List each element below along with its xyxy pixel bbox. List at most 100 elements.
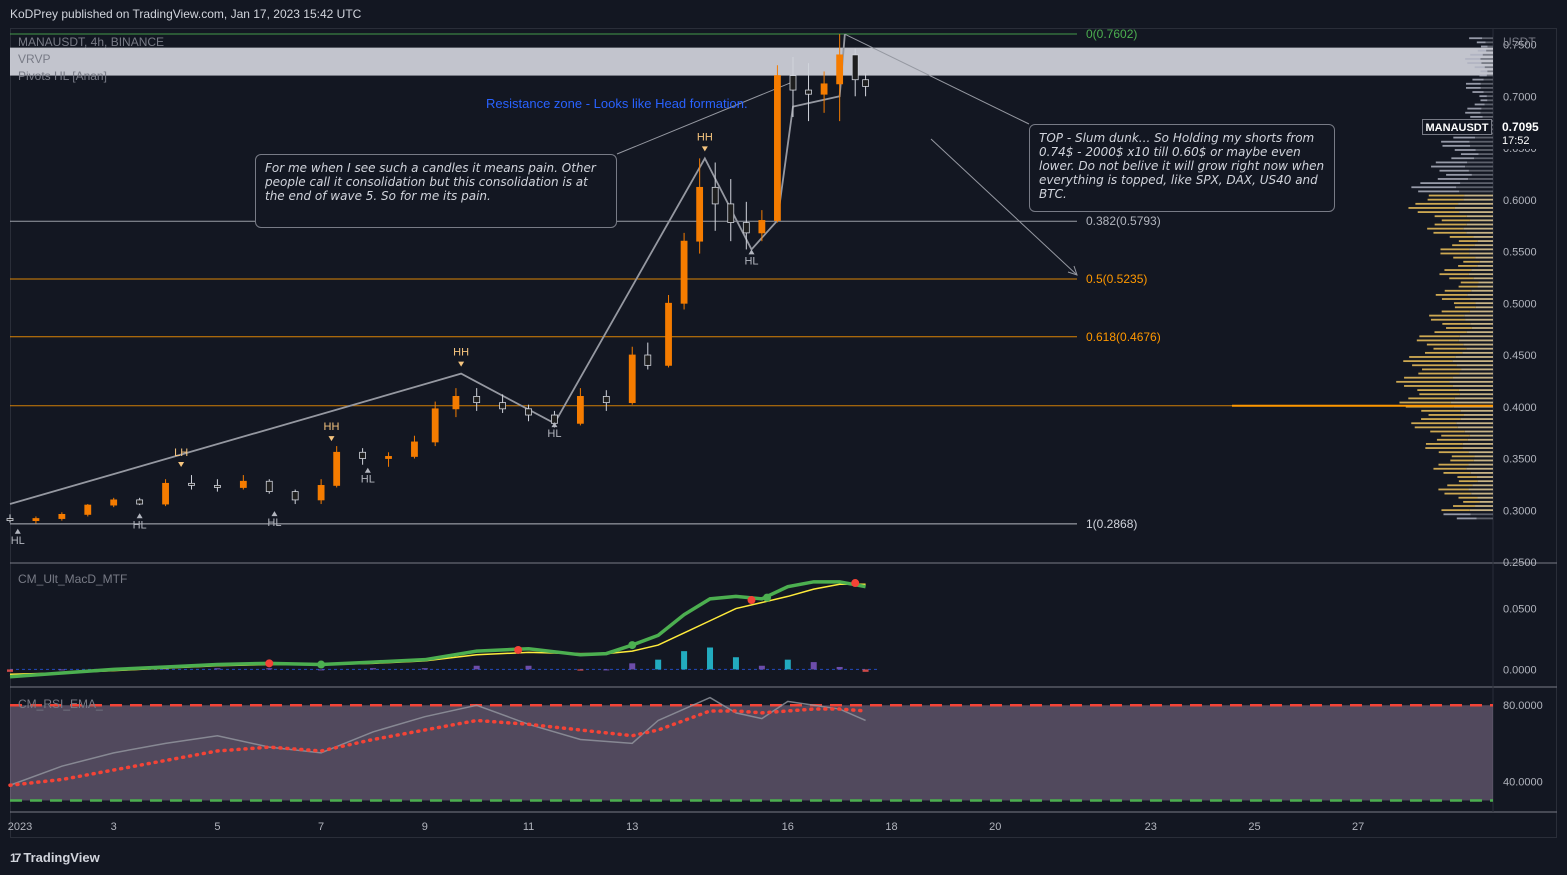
volume-profile-bar-up: [1458, 265, 1478, 267]
volume-profile-bar-down: [1480, 86, 1493, 89]
rsi-axis-tick: 40.0000: [1503, 776, 1543, 788]
candle[interactable]: [58, 512, 66, 521]
candle[interactable]: [789, 56, 797, 117]
candle[interactable]: [711, 162, 719, 231]
note-left[interactable]: For me when I see such a candles it mean…: [255, 154, 617, 228]
volume-profile-bar-up: [1449, 277, 1474, 280]
rsi-ema-line[interactable]: [8, 707, 868, 787]
candle[interactable]: [385, 452, 392, 467]
macd-hist-bar: [58, 669, 65, 671]
macd-hist-bar: [836, 666, 843, 670]
candle[interactable]: [644, 342, 652, 370]
volume-profile-bar-up: [1403, 360, 1453, 363]
price-axis-tick: 0.3000: [1503, 505, 1537, 517]
candle-body: [359, 451, 367, 459]
volume-profile-bar-up: [1430, 318, 1466, 321]
volume-profile-bar-down: [1449, 380, 1493, 383]
candle[interactable]: [333, 446, 341, 488]
volume-profile-bar-down: [1464, 314, 1493, 317]
candle-body: [628, 354, 636, 404]
projection-arrow[interactable]: [930, 138, 1078, 276]
candle[interactable]: [473, 388, 481, 411]
candle[interactable]: [239, 475, 247, 490]
rsi-title[interactable]: CM_RSI_EMA_: [18, 697, 103, 711]
candle-body: [162, 482, 169, 505]
macd-axis-tick: 0.0000: [1503, 664, 1537, 676]
footer: [0, 838, 1567, 875]
volume-profile-bar-up: [1458, 480, 1478, 483]
candle[interactable]: [162, 479, 169, 507]
resistance-zone[interactable]: [10, 47, 1493, 76]
volume-profile-bar-down: [1471, 269, 1493, 271]
tradingview-logo[interactable]: 17 TradingView: [10, 850, 100, 865]
candle[interactable]: [851, 48, 859, 97]
rsi-axis-tick: 80.0000: [1503, 700, 1543, 712]
candles[interactable]: [6, 34, 869, 524]
resistance-zone-label[interactable]: Resistance zone - Looks like Head format…: [486, 96, 748, 111]
candle[interactable]: [359, 448, 367, 465]
volume-profile-bar-down: [1452, 376, 1493, 379]
macd-title[interactable]: CM_Ult_MacD_MTF: [18, 572, 128, 586]
volume-profile-bar-down: [1468, 463, 1493, 466]
legend-pivots[interactable]: Pivots HL [Anan]: [18, 69, 107, 83]
candle[interactable]: [32, 516, 40, 524]
macd-hist-bar: [681, 651, 688, 670]
volume-profile-bar-up: [1467, 62, 1482, 64]
candle[interactable]: [774, 65, 781, 223]
candle[interactable]: [317, 479, 325, 505]
rsi-line[interactable]: [9, 696, 866, 786]
candle[interactable]: [214, 479, 221, 492]
candle-body: [214, 485, 221, 488]
candle-body: [333, 451, 341, 486]
candle[interactable]: [628, 346, 636, 405]
candle[interactable]: [411, 435, 418, 459]
volume-profile-bar-up: [1419, 335, 1460, 338]
candle[interactable]: [820, 71, 828, 113]
volume-profile-bar-down: [1466, 331, 1493, 334]
candle[interactable]: [188, 475, 195, 490]
candle[interactable]: [862, 73, 869, 97]
legend-vrvp[interactable]: VRVP: [18, 52, 51, 66]
volume-profile-bar-up: [1439, 169, 1469, 172]
candle[interactable]: [727, 179, 735, 242]
candle[interactable]: [136, 497, 144, 506]
candle[interactable]: [84, 504, 92, 517]
candle[interactable]: [291, 489, 299, 505]
candle[interactable]: [576, 388, 584, 426]
pivot-marker: [14, 528, 21, 534]
note-right[interactable]: TOP - Slum dunk... So Holding my shorts …: [1029, 124, 1335, 212]
pivot-tag: HH: [697, 131, 713, 143]
fib-label: 0(0.7602): [1086, 27, 1137, 41]
candle[interactable]: [805, 63, 812, 122]
candle[interactable]: [265, 479, 273, 494]
macd-line[interactable]: [9, 580, 866, 679]
candle[interactable]: [758, 210, 766, 242]
volume-profile-bar-down: [1457, 426, 1493, 429]
volume-profile-bar-down: [1477, 496, 1493, 499]
candle[interactable]: [431, 401, 439, 447]
candle[interactable]: [680, 232, 688, 310]
candle[interactable]: [525, 404, 532, 422]
candle[interactable]: [499, 394, 507, 413]
time-axis-label: 7: [318, 821, 324, 833]
candle[interactable]: [110, 497, 118, 508]
candle[interactable]: [6, 514, 14, 523]
candle[interactable]: [742, 201, 750, 250]
candle[interactable]: [602, 390, 610, 411]
candle[interactable]: [665, 294, 672, 368]
volume-profile-bar-up: [1451, 455, 1475, 458]
candle[interactable]: [696, 158, 704, 254]
volume-profile-bar-up: [1451, 157, 1475, 160]
candle[interactable]: [452, 388, 460, 418]
volume-profile-bar-down: [1479, 260, 1493, 263]
legend-symbol[interactable]: MANAUSDT, 4h, BINANCE: [18, 35, 165, 49]
volume-profile-bar-down: [1482, 115, 1493, 118]
price-axis-currency: USDT: [1503, 35, 1536, 49]
candle-body: [6, 518, 14, 522]
candle-body: [551, 414, 558, 424]
candle[interactable]: [836, 34, 844, 122]
time-axis-label: 5: [214, 821, 220, 833]
volume-profile-bar-up: [1417, 211, 1460, 213]
volume-profile-bar-down: [1456, 364, 1493, 367]
